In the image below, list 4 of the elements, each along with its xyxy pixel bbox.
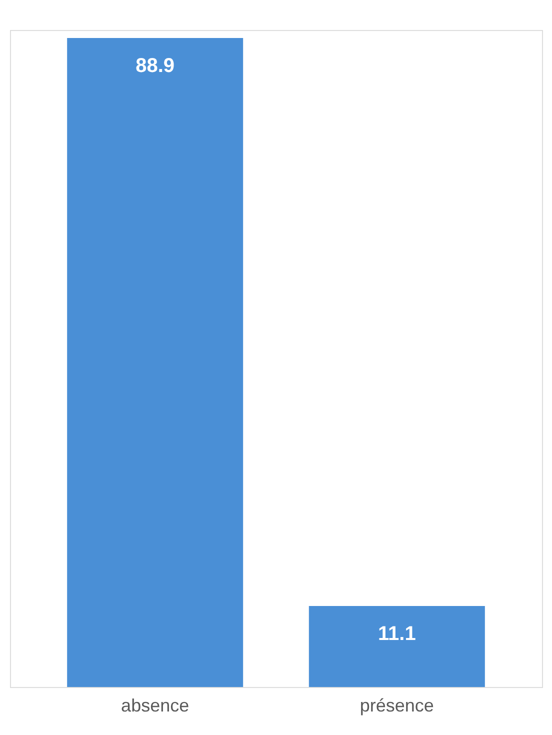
data-label: 11.1 bbox=[378, 622, 416, 645]
x-tick-label: présence bbox=[360, 696, 434, 716]
data-label: 88.9 bbox=[136, 55, 175, 78]
x-tick-label: absence bbox=[121, 696, 190, 716]
